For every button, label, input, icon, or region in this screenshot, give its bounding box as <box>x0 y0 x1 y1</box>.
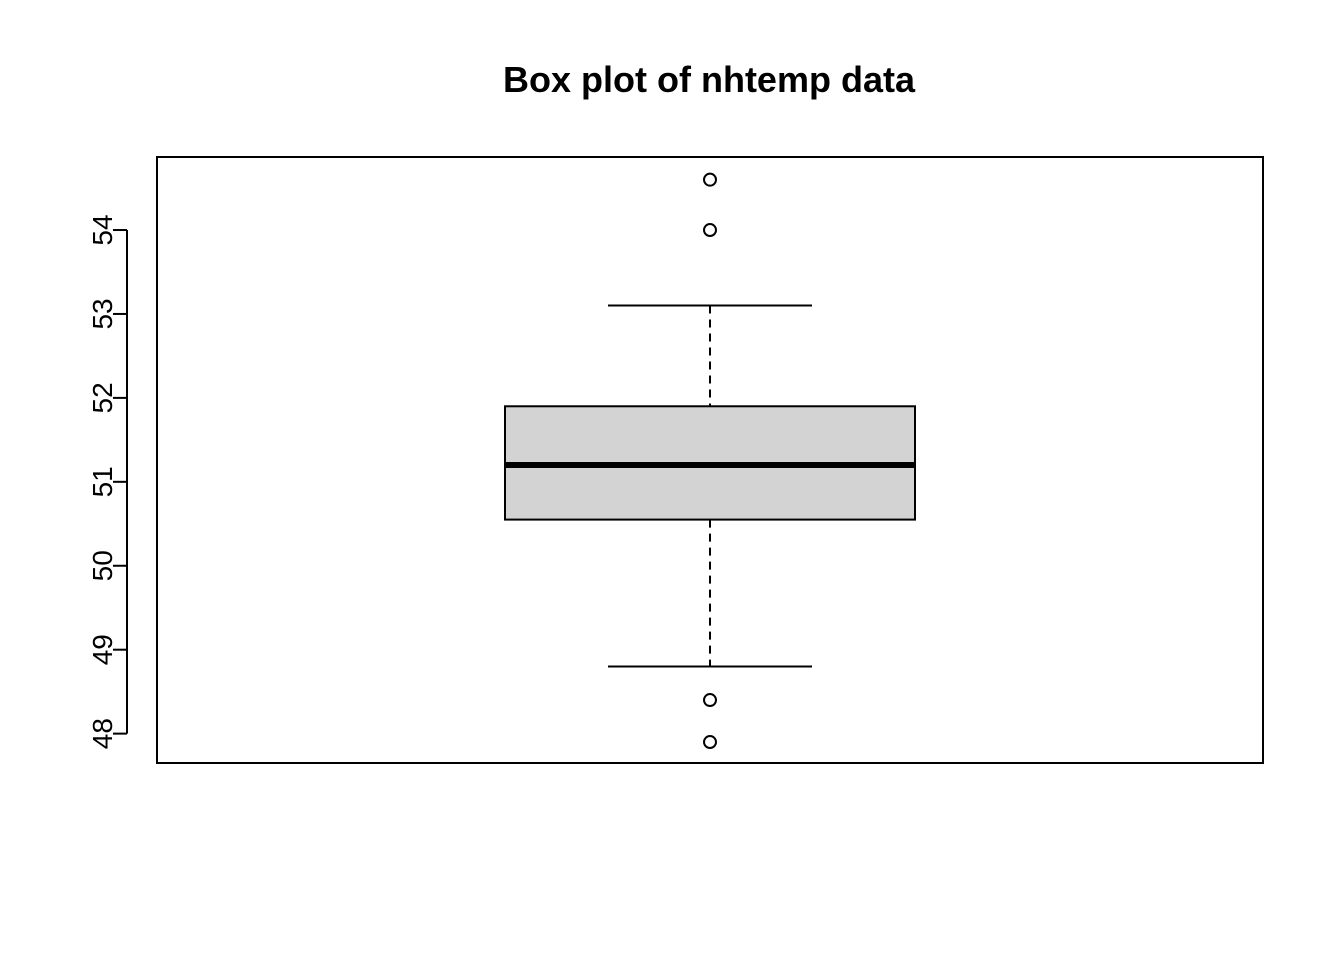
y-tick-label: 54 <box>87 214 118 245</box>
outlier-point <box>703 172 717 187</box>
outlier-point <box>703 735 717 750</box>
y-tick-label: 50 <box>87 550 118 581</box>
y-tick-label: 53 <box>87 298 118 329</box>
y-tick-label: 52 <box>87 382 118 413</box>
plot-frame <box>156 156 1264 764</box>
box-plot <box>504 172 916 750</box>
y-tick-label: 49 <box>87 634 118 665</box>
y-tick-label: 48 <box>87 718 118 749</box>
chart-title: Box plot of nhtemp data <box>503 59 916 100</box>
y-tick-label: 51 <box>87 466 118 497</box>
outlier-point <box>703 223 717 238</box>
y-axis: 48 49 50 51 52 53 54 <box>87 214 128 749</box>
outlier-point <box>703 693 717 708</box>
